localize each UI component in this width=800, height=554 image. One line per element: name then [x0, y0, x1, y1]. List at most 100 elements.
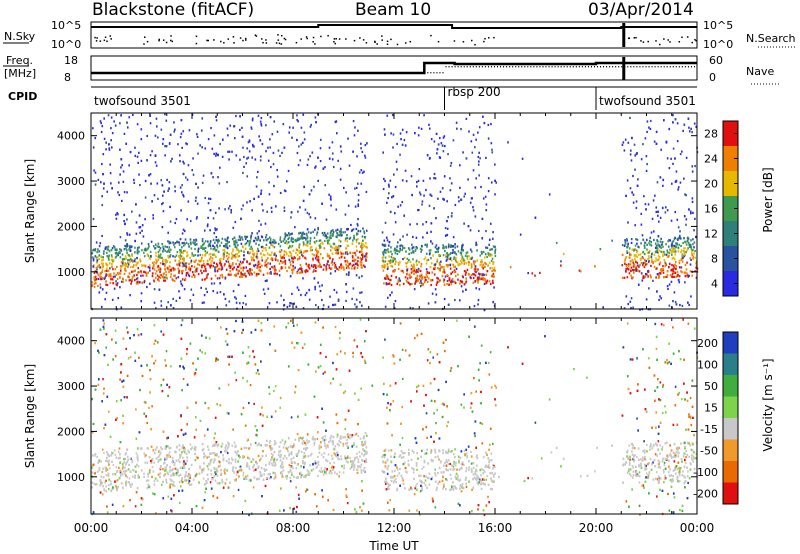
power-cell — [91, 281, 93, 284]
power-cell — [116, 248, 118, 252]
power-cell — [340, 228, 342, 231]
power-cell — [260, 116, 263, 120]
power-cell — [555, 241, 558, 245]
power-cell — [220, 241, 223, 244]
power-cell — [482, 267, 484, 270]
power-cell — [214, 270, 216, 273]
power-cell — [447, 246, 450, 249]
power-cell — [101, 234, 103, 238]
power-cell — [382, 187, 385, 191]
power-cell — [475, 287, 477, 290]
power-cell — [418, 126, 420, 129]
power-cell — [134, 154, 137, 157]
power-cell — [343, 268, 345, 271]
power-cell — [352, 120, 355, 123]
power-cell — [120, 158, 122, 161]
power-cell — [447, 254, 450, 257]
power-cell — [291, 241, 294, 244]
power-cell — [143, 279, 146, 283]
nave-dot — [645, 66, 647, 68]
power-cell — [364, 156, 367, 159]
power-cell — [244, 294, 247, 298]
power-cell — [144, 179, 147, 183]
nsky-dot — [663, 38, 665, 40]
nave-dot — [330, 72, 332, 74]
power-cell — [182, 262, 185, 265]
power-cell — [120, 306, 123, 309]
power-cell — [264, 264, 266, 267]
power-cell — [639, 308, 641, 311]
power-cell — [318, 246, 321, 250]
power-cell — [122, 260, 124, 263]
power-cell — [640, 223, 643, 226]
power-cell — [244, 235, 246, 238]
power-cell — [360, 182, 363, 185]
power-cell — [309, 216, 312, 219]
power-cell — [227, 260, 230, 263]
power-cell — [387, 248, 389, 251]
power-cell — [415, 261, 418, 264]
power-cell — [636, 184, 639, 187]
nave-dot — [575, 66, 577, 68]
power-cell — [183, 264, 185, 267]
power-cell — [465, 277, 467, 280]
power-cell — [217, 176, 219, 179]
power-cell — [315, 247, 318, 250]
power-cell — [268, 253, 271, 257]
power-cell — [428, 252, 431, 256]
nsky-dot — [275, 42, 278, 44]
power-cell — [199, 260, 201, 263]
power-cell — [657, 240, 659, 243]
power-cell — [322, 167, 325, 170]
power-cell — [110, 139, 112, 142]
power-cell — [651, 260, 653, 263]
power-cell — [207, 240, 209, 243]
power-cell — [163, 262, 165, 266]
power-cell — [356, 224, 359, 227]
power-cell — [94, 136, 97, 140]
power-cell — [195, 243, 198, 246]
power-cell — [218, 239, 220, 243]
power-cell — [439, 156, 442, 159]
power-cell — [99, 120, 102, 123]
power-cell — [644, 241, 647, 244]
power-cell — [254, 236, 257, 240]
power-cell — [308, 213, 311, 216]
power-cell — [681, 255, 683, 258]
power-cell — [224, 208, 226, 211]
power-cell — [284, 241, 286, 245]
power-cell — [178, 243, 181, 246]
power-cell — [103, 117, 105, 120]
power-cell — [352, 239, 354, 242]
power-cell — [268, 236, 271, 239]
power-cell — [474, 215, 477, 218]
power-cell — [462, 151, 464, 154]
power-cell — [458, 299, 461, 302]
power-cell — [147, 243, 150, 246]
power-cell — [321, 231, 324, 235]
power-cell — [180, 191, 183, 194]
power-cell — [436, 260, 438, 263]
power-cell — [145, 274, 148, 277]
power-cell — [236, 248, 238, 251]
power-cell — [650, 255, 653, 259]
nsky-dot — [227, 38, 230, 40]
nave-dot — [445, 66, 447, 68]
power-cell — [138, 151, 140, 154]
power-cell — [419, 285, 422, 288]
power-cell — [348, 237, 351, 240]
power-cell — [266, 210, 269, 213]
power-cell — [251, 232, 253, 235]
power-cell — [667, 245, 670, 248]
power-cell — [247, 141, 250, 144]
power-cell — [413, 269, 416, 272]
nave-dot — [630, 66, 632, 68]
power-cell — [134, 251, 136, 254]
power-cell — [674, 242, 677, 245]
power-cell — [205, 274, 208, 277]
power-cell — [668, 283, 671, 286]
power-cell — [268, 302, 271, 305]
nave-dot — [300, 72, 302, 74]
power-cell — [99, 286, 102, 289]
power-cell — [352, 251, 354, 254]
